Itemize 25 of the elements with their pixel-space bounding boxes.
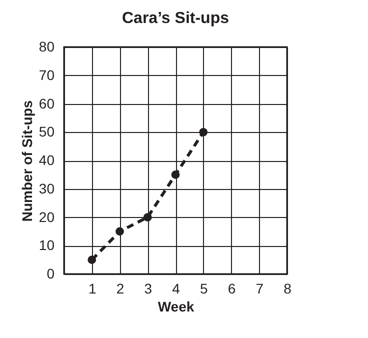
point: [88, 256, 96, 264]
point: [143, 213, 152, 222]
point: [116, 227, 124, 236]
y-tick-label: 70: [38, 66, 55, 83]
x-tick-label: 8: [284, 280, 292, 296]
x-tick-label: 5: [200, 280, 208, 296]
chart-title: Cara’s Sit-ups: [122, 10, 230, 27]
x-tick-label: 2: [116, 280, 124, 296]
y-tick-label: 30: [38, 180, 55, 196]
point: [171, 170, 180, 179]
y-tick-label: 80: [38, 38, 55, 54]
y-axis-title: Number of Sit-ups: [18, 100, 35, 222]
x-tick-label: 4: [172, 280, 180, 296]
x-axis-title: Week: [158, 298, 194, 314]
y-tick-label: 20: [38, 208, 55, 225]
point: [199, 128, 208, 136]
x-tick-label: 1: [88, 280, 96, 296]
y-tick-label: 50: [38, 124, 55, 140]
y-tick-label: 10: [38, 237, 55, 254]
y-tick-label: 40: [38, 152, 55, 168]
x-tick-label: 3: [144, 280, 152, 296]
y-tick-label: 60: [38, 95, 55, 112]
x-tick-label: 6: [228, 280, 236, 296]
y-tick-label: 0: [46, 266, 55, 282]
x-tick-label: 7: [256, 280, 264, 296]
